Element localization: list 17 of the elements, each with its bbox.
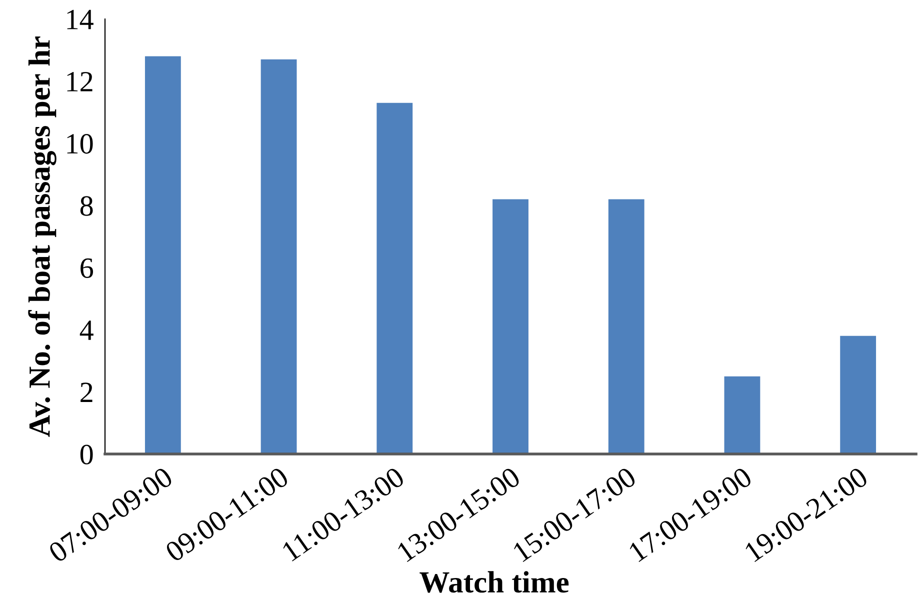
- bar: [144, 56, 181, 454]
- bar: [260, 59, 297, 454]
- y-tick-label: 4: [80, 320, 94, 340]
- y-tick-label: 10: [67, 134, 93, 154]
- y-tick-label: 12: [67, 72, 92, 92]
- y-tick-label: 14: [67, 10, 94, 30]
- y-tick-label: 0: [80, 444, 93, 464]
- bar: [840, 336, 876, 454]
- bar: [492, 199, 528, 454]
- y-tick-label: 6: [80, 258, 94, 278]
- y-tick-label: 2: [80, 382, 92, 402]
- bar: [608, 199, 644, 454]
- bar: [376, 102, 413, 454]
- x-axis-title: Watch time: [420, 571, 569, 593]
- y-tick-label: 8: [80, 196, 93, 216]
- bar: [724, 376, 760, 454]
- y-axis-title: Av. No. of boat passages per hr: [28, 36, 56, 437]
